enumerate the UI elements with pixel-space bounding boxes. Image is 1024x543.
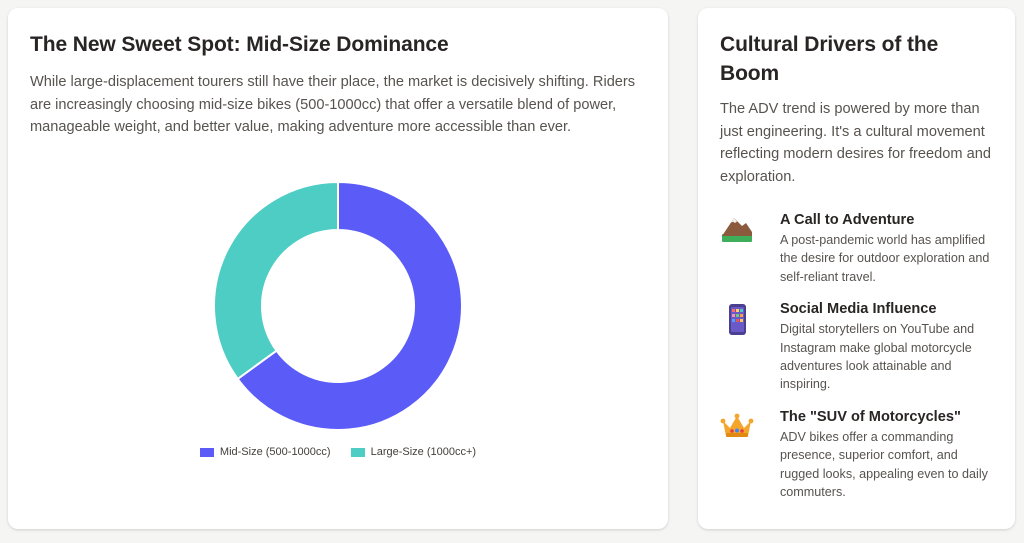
legend-swatch-mid-size	[199, 447, 214, 457]
phone-apps-icon	[720, 299, 764, 336]
donut-slice-mid-size[interactable]	[236, 180, 463, 431]
legend-label-large-size: Large-Size (1000cc+)	[370, 446, 477, 458]
cultural-drivers-description: The ADV trend is powered by more than ju…	[720, 101, 991, 185]
legend-item-mid-size[interactable]: Mid-Size (500-1000cc)	[199, 446, 331, 458]
driver-text-suv: ADV bikes offer a commanding presence, s…	[780, 429, 988, 500]
legend-label-mid-size: Mid-Size (500-1000cc)	[219, 446, 331, 458]
driver-title-adventure: A Call to Adventure	[780, 212, 915, 228]
cultural-drivers-card: Cultural Drivers of the Boom The ADV tre…	[698, 8, 1015, 529]
market-share-description: While large-displacement tourers still h…	[30, 74, 636, 135]
driver-title-suv: The "SUV of Motorcycles"	[780, 408, 961, 425]
donut-chart-area	[8, 176, 668, 476]
legend-swatch-large-size	[350, 447, 365, 457]
driver-item-suv: The "SUV of Motorcycles" ADV bikes offer…	[720, 407, 993, 502]
driver-text-adventure: A post-pandemic world has amplified the …	[780, 233, 990, 284]
donut-chart	[213, 180, 463, 431]
driver-title-social-media: Social Media Influence	[780, 301, 937, 318]
crown-icon	[720, 407, 764, 443]
driver-item-social-media: Social Media Influence Digital storytell…	[720, 299, 993, 394]
chart-legend: Mid-Size (500-1000cc) Large-Size (1000cc…	[8, 446, 668, 458]
donut-slice-large-size[interactable]	[213, 180, 339, 381]
market-share-card: The New Sweet Spot: Mid-Size Dominance W…	[8, 8, 668, 529]
legend-item-large-size[interactable]: Large-Size (1000cc+)	[350, 446, 477, 458]
cultural-drivers-title: Cultural Drivers of the Boom	[720, 33, 939, 85]
driver-text-social-media: Digital storytellers on YouTube and Inst…	[780, 322, 975, 392]
driver-item-adventure: A Call to Adventure A post-pandemic worl…	[720, 210, 993, 286]
market-share-title: The New Sweet Spot: Mid-Size Dominance	[30, 33, 449, 56]
drivers-list: A Call to Adventure A post-pandemic worl…	[720, 210, 993, 501]
mountain-icon	[720, 210, 764, 246]
